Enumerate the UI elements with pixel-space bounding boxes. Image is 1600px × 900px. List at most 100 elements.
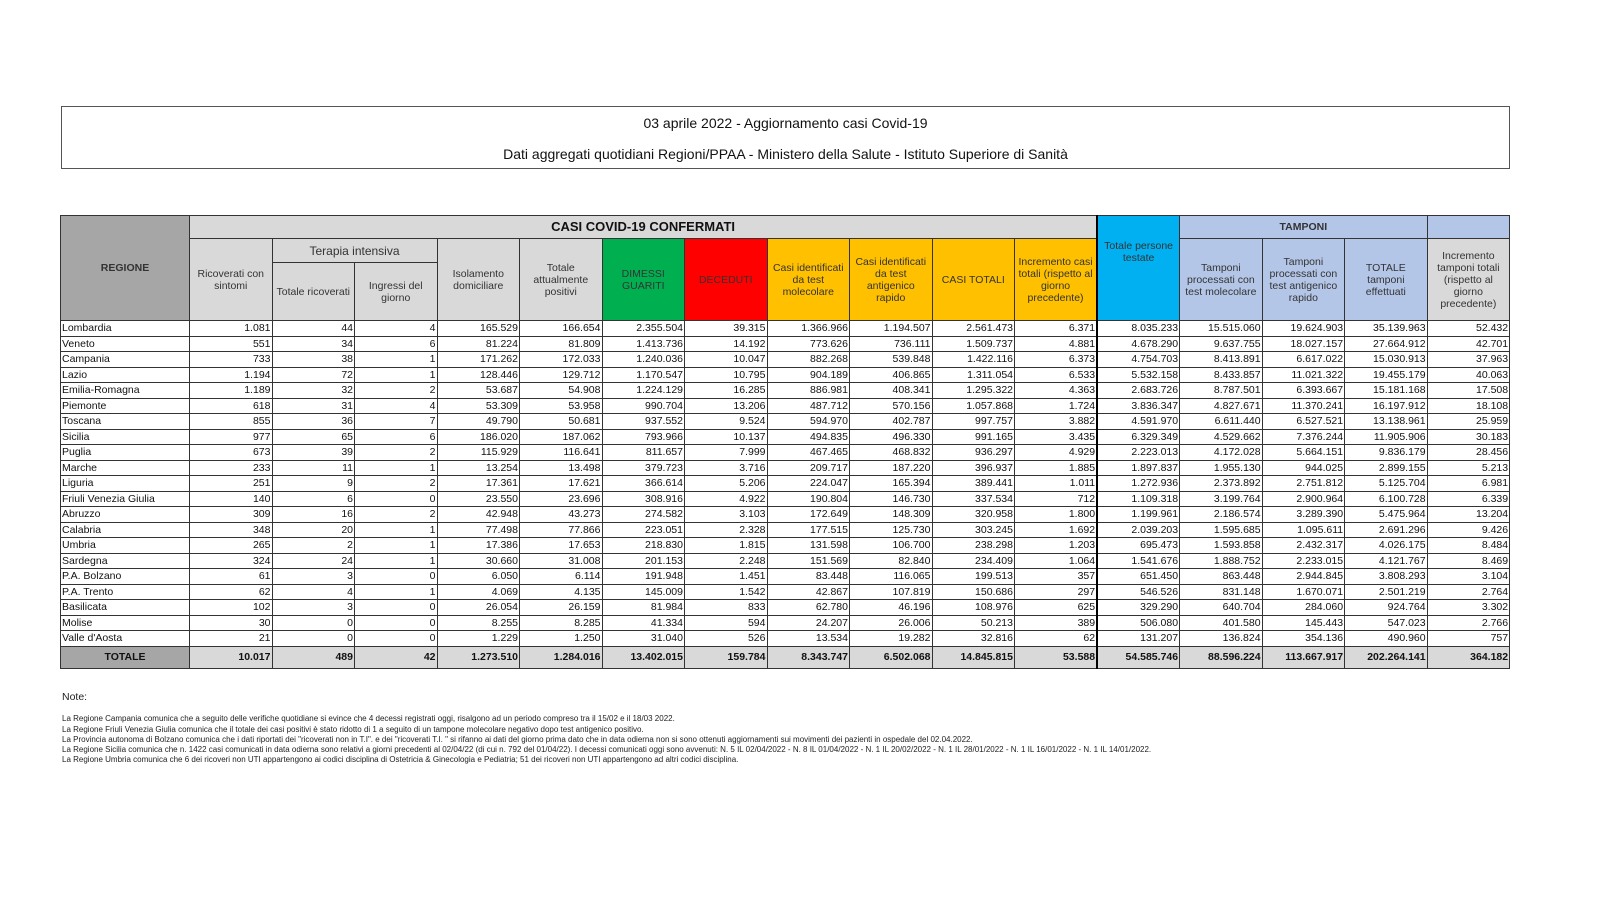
value-cell: 773.626 — [766, 335, 850, 352]
value-cell: 3 — [271, 599, 355, 616]
value-cell: 11 — [271, 459, 355, 476]
value-cell: 308.916 — [601, 490, 685, 507]
value-cell: 13.204 — [1426, 506, 1511, 523]
value-cell: 0 — [271, 630, 355, 647]
value-cell: 36 — [271, 413, 355, 430]
value-cell: 324 — [189, 552, 273, 569]
value-cell: 140 — [189, 490, 273, 507]
table-row: Emilia-Romagna 1.189 32 2 53.687 54.908 1.224.… — [60, 382, 1511, 399]
value-cell: 3 — [271, 568, 355, 585]
value-cell: 712 — [1014, 490, 1098, 507]
value-cell: 15.181.168 — [1344, 382, 1428, 399]
table-row: Lazio 1.194 72 1 128.446 129.712 1.170.547 10.7… — [60, 366, 1511, 383]
value-cell: 6.339 — [1426, 490, 1511, 507]
value-cell: 102 — [189, 599, 273, 616]
value-cell: 1.229 — [436, 630, 520, 647]
value-cell: 4.121.767 — [1344, 552, 1428, 569]
value-cell: 62 — [189, 583, 273, 600]
value-cell: 9 — [271, 475, 355, 492]
value-cell: 695.473 — [1096, 537, 1181, 554]
value-cell: 150.686 — [931, 583, 1015, 600]
value-cell: 886.981 — [766, 382, 850, 399]
value-cell: 218.830 — [601, 537, 685, 554]
value-cell: 8.469 — [1426, 552, 1511, 569]
value-cell: 62.780 — [766, 599, 850, 616]
value-cell: 4.026.175 — [1344, 537, 1428, 554]
value-cell: 31 — [271, 397, 355, 414]
header-col-1: Totale ricoverati — [271, 262, 355, 321]
value-cell: 1.955.130 — [1179, 459, 1263, 476]
value-cell: 2.328 — [684, 521, 768, 538]
value-cell: 833 — [684, 599, 768, 616]
value-cell: 6.100.728 — [1344, 490, 1428, 507]
value-cell: 337.534 — [931, 490, 1015, 507]
value-cell: 6.617.022 — [1261, 351, 1346, 368]
value-cell: 3.199.764 — [1179, 490, 1263, 507]
value-cell: 28.456 — [1426, 444, 1511, 461]
value-cell: 24.207 — [766, 614, 850, 631]
value-cell: 186.020 — [436, 428, 520, 445]
value-cell: 855 — [189, 413, 273, 430]
value-cell: 107.819 — [849, 583, 933, 600]
value-cell: 4.135 — [519, 583, 603, 600]
header-tamponi: TAMPONI — [1179, 215, 1428, 239]
value-cell: 6.371 — [1014, 320, 1098, 337]
value-cell: 17.508 — [1426, 382, 1511, 399]
value-cell: 2.233.015 — [1261, 552, 1346, 569]
value-cell: 53.687 — [436, 382, 520, 399]
value-cell: 551 — [189, 335, 273, 352]
value-cell: 1.064 — [1014, 552, 1098, 569]
value-cell: 35.139.963 — [1344, 320, 1428, 337]
value-cell: 65 — [271, 428, 355, 445]
value-cell: 7.999 — [684, 444, 768, 461]
value-cell: 3.435 — [1014, 428, 1098, 445]
value-cell: 618 — [189, 397, 273, 414]
value-cell: 43.273 — [519, 506, 603, 523]
value-cell: 494.835 — [766, 428, 850, 445]
value-cell: 1.273.510 — [436, 645, 520, 669]
value-cell: 1.194 — [189, 366, 273, 383]
value-cell: 40.063 — [1426, 366, 1511, 383]
title-box: 03 aprile 2022 - Aggiornamento casi Covi… — [61, 106, 1510, 169]
value-cell: 793.966 — [601, 428, 685, 445]
value-cell: 171.262 — [436, 351, 520, 368]
region-name-cell: Liguria — [60, 475, 190, 492]
table-row: Sicilia 977 65 6 186.020 187.062 793.966 10.137… — [60, 428, 1511, 445]
value-cell: 46.196 — [849, 599, 933, 616]
value-cell: 125.730 — [849, 521, 933, 538]
value-cell: 6.050 — [436, 568, 520, 585]
value-cell: 467.465 — [766, 444, 850, 461]
value-cell: 172.649 — [766, 506, 850, 523]
value-cell: 4.827.671 — [1179, 397, 1263, 414]
value-cell: 52.432 — [1426, 320, 1511, 337]
table-row: Campania 733 38 1 171.262 172.033 1.240.036 10.… — [60, 351, 1511, 368]
value-cell: 234.409 — [931, 552, 1015, 569]
value-cell: 50.681 — [519, 413, 603, 430]
value-cell: 357 — [1014, 568, 1098, 585]
value-cell: 3.836.347 — [1096, 397, 1181, 414]
value-cell: 1.189 — [189, 382, 273, 399]
value-cell: 1 — [354, 351, 438, 368]
value-cell: 594 — [684, 614, 768, 631]
value-cell: 13.402.015 — [601, 645, 685, 669]
value-cell: 8.413.891 — [1179, 351, 1263, 368]
value-cell: 199.513 — [931, 568, 1015, 585]
value-cell: 62 — [1014, 630, 1098, 647]
value-cell: 364.182 — [1426, 645, 1511, 669]
value-cell: 309 — [189, 506, 273, 523]
region-name-cell: Lombardia — [60, 320, 190, 337]
value-cell: 165.529 — [436, 320, 520, 337]
value-cell: 1.451 — [684, 568, 768, 585]
value-cell: 936.297 — [931, 444, 1015, 461]
value-cell: 811.657 — [601, 444, 685, 461]
value-cell: 8.285 — [519, 614, 603, 631]
report-title: 03 aprile 2022 - Aggiornamento casi Covi… — [643, 115, 928, 131]
value-cell: 6.393.667 — [1261, 382, 1346, 399]
value-cell: 31.008 — [519, 552, 603, 569]
value-cell: 2.766 — [1426, 614, 1511, 631]
value-cell: 2.561.473 — [931, 320, 1015, 337]
value-cell: 882.268 — [766, 351, 850, 368]
region-name-cell: TOTALE — [60, 645, 190, 669]
value-cell: 1.541.676 — [1096, 552, 1181, 569]
value-cell: 348 — [189, 521, 273, 538]
